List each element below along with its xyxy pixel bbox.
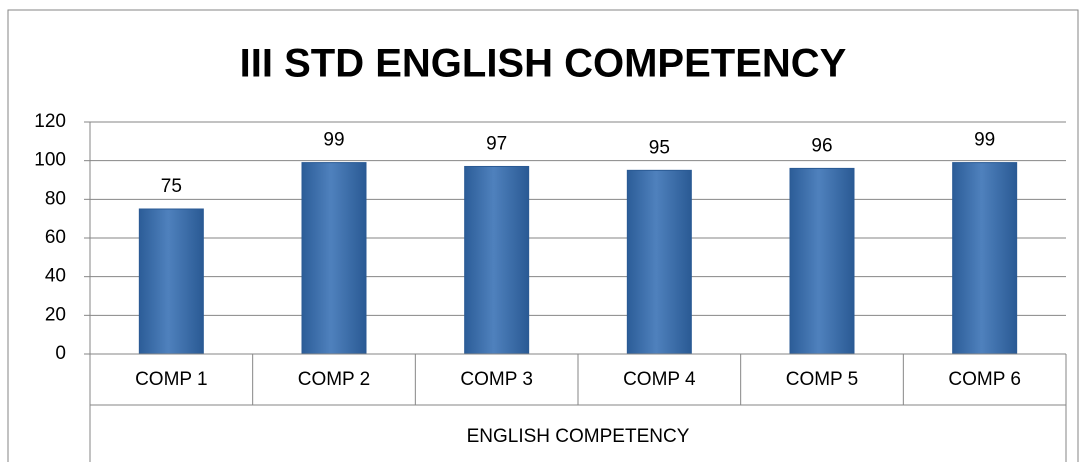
y-tick-label: 40 bbox=[45, 266, 66, 287]
x-tick-label: COMP 4 bbox=[623, 369, 696, 390]
y-tick-label: 0 bbox=[55, 343, 66, 364]
x-tick-label: COMP 1 bbox=[135, 369, 208, 390]
bar bbox=[301, 162, 367, 355]
data-label: 95 bbox=[649, 137, 670, 158]
bar bbox=[789, 167, 855, 355]
x-tick-label: COMP 2 bbox=[298, 369, 371, 390]
x-axis-label: ENGLISH COMPETENCY bbox=[467, 426, 690, 447]
chart-title: III STD ENGLISH COMPETENCY bbox=[240, 42, 847, 86]
y-tick-label: 60 bbox=[45, 227, 66, 248]
bar bbox=[138, 208, 204, 355]
data-label: 99 bbox=[974, 130, 995, 151]
chart-frame bbox=[7, 9, 1079, 462]
data-label: 75 bbox=[161, 176, 182, 197]
bar bbox=[952, 162, 1018, 355]
data-label: 96 bbox=[811, 135, 832, 156]
x-tick-label: COMP 3 bbox=[460, 369, 533, 390]
x-tick-label: COMP 6 bbox=[948, 369, 1021, 390]
y-tick-label: 120 bbox=[34, 111, 66, 132]
data-label: 97 bbox=[486, 133, 507, 154]
bar bbox=[626, 169, 692, 355]
y-tick-label: 100 bbox=[34, 150, 66, 171]
bar bbox=[464, 165, 530, 355]
y-tick-label: 20 bbox=[45, 304, 66, 325]
y-tick-label: 80 bbox=[45, 188, 66, 209]
x-tick-label: COMP 5 bbox=[786, 369, 859, 390]
data-label: 99 bbox=[323, 130, 344, 151]
